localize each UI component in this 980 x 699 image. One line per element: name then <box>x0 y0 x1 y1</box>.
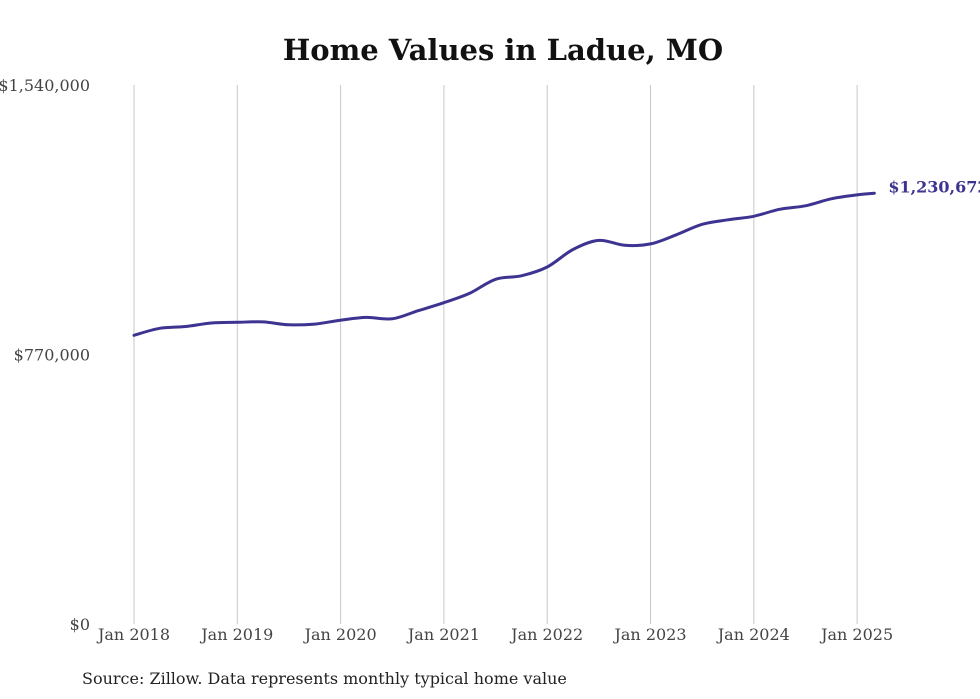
series-line <box>132 191 876 337</box>
data-labels: $1,230,672 <box>888 177 980 196</box>
x-tick-label: Jan 2022 <box>509 625 583 644</box>
y-tick-label: $1,540,000 <box>0 76 90 95</box>
x-tick-label: Jan 2018 <box>96 625 170 644</box>
series-layer <box>132 191 876 337</box>
x-tick-label: Jan 2024 <box>716 625 790 644</box>
x-tick-label: Jan 2021 <box>406 625 480 644</box>
vertical-gridlines <box>133 85 858 624</box>
x-tick-label: Jan 2023 <box>612 625 686 644</box>
y-tick-label: $770,000 <box>14 346 90 365</box>
y-tick-label: $0 <box>70 615 90 634</box>
x-tick-label: Jan 2020 <box>303 625 377 644</box>
chart-title: Home Values in Ladue, MO <box>283 33 723 67</box>
x-tick-label: Jan 2019 <box>199 625 273 644</box>
y-axis-tick-labels: $0 $770,000 $1,540,000 <box>0 76 90 634</box>
x-tick-label: Jan 2025 <box>819 625 893 644</box>
x-axis-tick-labels: Jan 2018 Jan 2019 Jan 2020 Jan 2021 Jan 2022… <box>96 625 893 644</box>
source-note: Source: Zillow. Data represents monthly … <box>82 669 567 688</box>
end-value-label: $1,230,672 <box>888 177 980 196</box>
